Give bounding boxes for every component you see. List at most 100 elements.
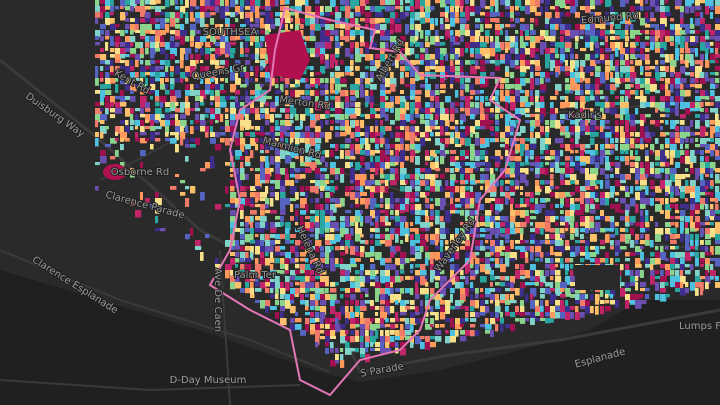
building (595, 42, 600, 51)
building (500, 174, 507, 178)
building (255, 258, 259, 267)
building (625, 234, 631, 240)
building (385, 156, 391, 162)
building (635, 294, 641, 300)
building (585, 6, 591, 13)
building (120, 0, 127, 9)
building (615, 30, 622, 35)
building (400, 270, 405, 274)
building (410, 102, 417, 111)
building (275, 12, 280, 17)
building (485, 60, 491, 64)
building (245, 186, 252, 190)
building (320, 84, 326, 89)
building (330, 222, 336, 229)
building (330, 360, 337, 367)
building (215, 108, 221, 116)
building (570, 72, 576, 81)
building (585, 246, 589, 255)
building (445, 300, 451, 308)
building (530, 222, 534, 226)
building (385, 126, 392, 131)
building (595, 90, 602, 95)
building (395, 126, 402, 130)
building (510, 156, 516, 161)
building (280, 120, 285, 126)
building (280, 132, 284, 141)
building (115, 150, 119, 157)
building (200, 36, 207, 42)
building (555, 6, 559, 14)
building (320, 12, 325, 16)
building (105, 126, 109, 130)
building (505, 0, 511, 8)
building (650, 96, 656, 104)
building (280, 288, 286, 295)
building (695, 30, 700, 34)
building (305, 234, 310, 240)
building (560, 42, 565, 50)
building (705, 276, 711, 284)
building (490, 12, 496, 17)
building (400, 162, 404, 169)
building (245, 42, 248, 49)
building (330, 186, 335, 193)
building (650, 168, 655, 176)
building (300, 24, 304, 29)
building (565, 0, 571, 4)
building (455, 204, 462, 208)
building (465, 162, 472, 166)
building (715, 186, 720, 194)
building (285, 0, 290, 5)
building (635, 36, 641, 42)
building (540, 138, 546, 146)
building (435, 84, 439, 90)
building (340, 240, 344, 249)
building (275, 126, 282, 131)
building (435, 276, 442, 281)
building (395, 312, 399, 320)
building (460, 168, 466, 176)
building (545, 18, 550, 25)
building (445, 96, 451, 103)
building (625, 192, 630, 198)
building (680, 144, 683, 150)
building (400, 222, 405, 230)
building (335, 246, 340, 251)
building (660, 294, 667, 302)
building (285, 294, 290, 300)
building (125, 84, 132, 91)
building (715, 108, 719, 115)
building (390, 24, 395, 33)
building (520, 54, 526, 61)
building (400, 348, 406, 356)
building (665, 84, 669, 90)
building (525, 156, 529, 163)
building (425, 252, 431, 261)
building (640, 84, 645, 88)
building (355, 54, 362, 63)
building (290, 324, 297, 331)
building (385, 234, 391, 241)
building (230, 48, 236, 54)
building (615, 42, 622, 50)
building (580, 144, 585, 153)
building (620, 174, 626, 180)
building (410, 132, 417, 139)
building (405, 66, 412, 71)
building (410, 204, 417, 211)
building (525, 252, 529, 258)
building (365, 288, 369, 295)
building (450, 174, 456, 182)
building (605, 102, 610, 108)
building (245, 222, 249, 228)
building (705, 78, 710, 82)
building (325, 336, 330, 345)
street-label: SOUTHSEA (203, 27, 258, 38)
building (315, 144, 321, 150)
building (460, 294, 466, 302)
building (625, 156, 630, 162)
building (500, 24, 505, 29)
building (425, 258, 429, 266)
building (700, 126, 707, 134)
